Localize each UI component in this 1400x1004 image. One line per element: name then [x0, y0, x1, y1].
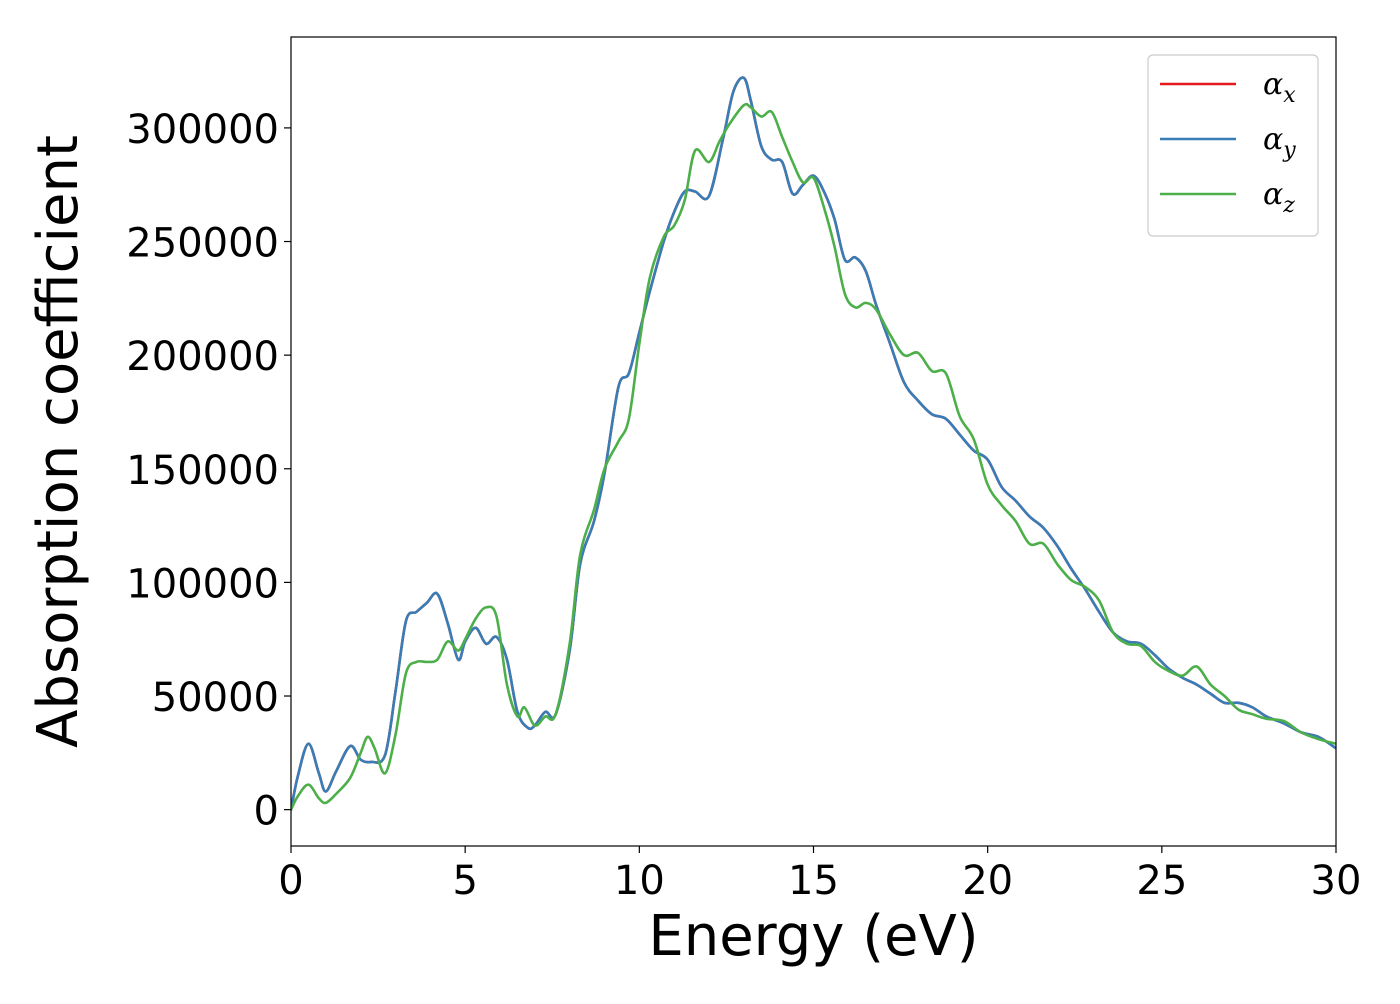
ticks-layer: 0 5 10 15 20 25 30 0 50000 100000 150000 200000 2500…	[126, 107, 1361, 904]
y-axis-title: Absorption coefficient	[26, 135, 91, 748]
x-tick-label: 30	[1311, 858, 1362, 904]
series-line-z	[291, 102, 1336, 811]
x-tick-label: 5	[452, 858, 477, 904]
y-tick-label: 100000	[126, 561, 279, 607]
legend-label-x: αx	[1263, 67, 1296, 108]
legend-box	[1147, 54, 1319, 237]
y-tick-label: 150000	[126, 448, 279, 494]
legend-label-y: αy	[1263, 122, 1296, 163]
x-tick-label: 20	[962, 858, 1013, 904]
x-tick-label: 10	[614, 858, 665, 904]
x-tick-label: 0	[278, 858, 303, 904]
legend-label-z: αz	[1263, 177, 1295, 218]
legend: αx αy αz	[1147, 54, 1319, 237]
x-tick-label: 15	[788, 858, 839, 904]
series-layer	[291, 76, 1336, 811]
x-tick-label: 25	[1136, 858, 1187, 904]
y-tick-label: 50000	[152, 675, 279, 721]
x-axis-title: Energy (eV)	[648, 904, 978, 969]
y-tick-label: 200000	[126, 334, 279, 380]
y-tick-label: 250000	[126, 221, 279, 267]
y-tick-label: 0	[254, 789, 279, 835]
y-tick-label: 300000	[126, 107, 279, 153]
